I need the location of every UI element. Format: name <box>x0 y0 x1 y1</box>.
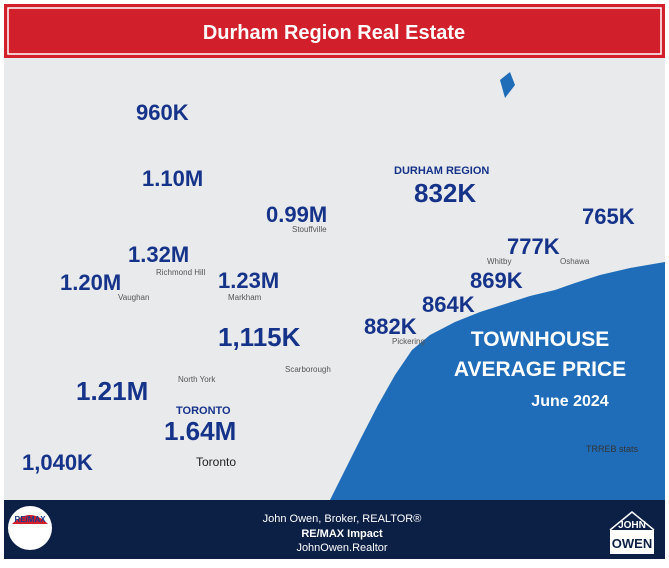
footer-line: RE/MAX Impact <box>301 528 383 540</box>
remax-logo <box>8 506 52 550</box>
price: 960K <box>136 100 189 125</box>
place: Scarborough <box>285 365 331 374</box>
place: Vaughan <box>118 293 149 302</box>
footer-line: JohnOwen.Realtor <box>296 542 387 554</box>
footer <box>4 500 665 559</box>
place: Oshawa <box>560 257 590 266</box>
place: North York <box>178 375 216 384</box>
panel-date: June 2024 <box>531 393 608 410</box>
price: 1.64M <box>164 416 236 446</box>
price: 882K <box>364 314 417 339</box>
remax-balloon <box>12 515 48 524</box>
place: Pickering <box>392 337 425 346</box>
title: Durham Region Real Estate <box>203 22 465 44</box>
prices: 960K 1.10M 0.99M DURHAM REGION 832K 765K… <box>22 100 635 475</box>
price: 864K <box>422 292 475 317</box>
price: 0.99M <box>266 202 327 227</box>
owen-logo-text: OWEN <box>612 536 652 551</box>
region-label: DURHAM REGION <box>394 165 489 177</box>
place: Whitby <box>487 257 511 266</box>
owen-logo-text: JOHN <box>618 520 646 531</box>
title-border <box>7 7 662 55</box>
price: 1,115K <box>218 322 301 352</box>
title-bar <box>4 4 665 58</box>
price: 1.23M <box>218 268 279 293</box>
price: 869K <box>470 268 523 293</box>
region-label: TORONTO <box>176 405 231 417</box>
place: Toronto <box>196 455 236 469</box>
place: Markham <box>228 293 262 302</box>
owen-logo-roof <box>609 511 655 531</box>
price: 1.20M <box>60 270 121 295</box>
price: 832K <box>414 178 476 208</box>
price: 765K <box>582 204 635 229</box>
place-names: Toronto Oshawa Whitby Pickering Vaughan … <box>118 225 590 469</box>
price: 1.21M <box>76 376 148 406</box>
source: TRREB stats <box>586 444 639 454</box>
place: Stouffville <box>292 225 327 234</box>
price: 777K <box>507 234 560 259</box>
price: 1.10M <box>142 166 203 191</box>
place: Richmond Hill <box>156 268 206 277</box>
panel-line: AVERAGE PRICE <box>454 358 626 381</box>
owen-logo-box <box>610 530 654 554</box>
panel-line: TOWNHOUSE <box>471 328 609 351</box>
lake-scugog <box>500 72 515 98</box>
footer-line: John Owen, Broker, REALTOR® <box>263 513 422 525</box>
price: 1,040K <box>22 450 93 475</box>
price: 1.32M <box>128 242 189 267</box>
remax-logo-text: RE/MAX <box>14 515 46 524</box>
lake-ontario <box>330 262 665 500</box>
